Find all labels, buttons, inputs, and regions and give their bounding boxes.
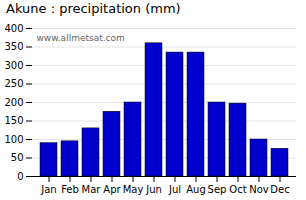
svg-text:Sep: Sep: [208, 184, 227, 195]
svg-text:Nov: Nov: [249, 184, 269, 195]
svg-text:www.allmetsat.com: www.allmetsat.com: [37, 33, 125, 43]
svg-text:400: 400: [4, 23, 23, 34]
svg-text:Dec: Dec: [270, 184, 289, 195]
svg-text:0: 0: [17, 171, 23, 182]
svg-text:Jul: Jul: [168, 184, 181, 195]
svg-text:Oct: Oct: [229, 184, 246, 195]
svg-text:150: 150: [4, 115, 23, 126]
svg-text:Mar: Mar: [82, 184, 102, 195]
svg-text:Apr: Apr: [103, 184, 121, 195]
svg-text:300: 300: [4, 60, 23, 71]
svg-text:350: 350: [4, 41, 23, 52]
svg-text:Aug: Aug: [186, 184, 206, 195]
svg-text:May: May: [123, 184, 144, 195]
svg-text:Jun: Jun: [145, 184, 162, 195]
svg-text:Feb: Feb: [61, 184, 79, 195]
svg-text:100: 100: [4, 134, 23, 145]
svg-text:50: 50: [11, 152, 24, 163]
svg-text:Jan: Jan: [40, 184, 56, 195]
svg-text:200: 200: [4, 97, 23, 108]
svg-text:250: 250: [4, 78, 23, 89]
html-text:Akune : precipitation (mm): Akune : precipitation (mm): [6, 1, 181, 16]
